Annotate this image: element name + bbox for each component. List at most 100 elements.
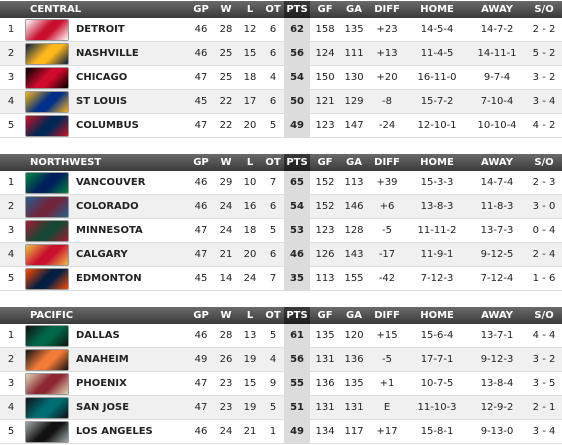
stat-cell: 3 - 5 [526, 371, 562, 396]
column-header: GP [188, 1, 215, 18]
rank: 2 [0, 41, 22, 66]
team-name: COLUMBUS [72, 113, 189, 138]
stat-cell: 47 [188, 395, 215, 420]
stat-cell: 152 [310, 194, 340, 219]
stat-cell: 14-7-2 [468, 18, 527, 42]
team-name: SAN JOSE [72, 395, 189, 420]
stat-cell: 7-10-4 [468, 89, 527, 114]
stat-cell: 13-8-4 [468, 371, 527, 396]
division-name: PACIFIC [0, 307, 189, 324]
column-header: GF [310, 307, 341, 324]
team-logo-cell [22, 242, 72, 267]
stat-cell: 20 [238, 113, 263, 138]
stat-cell: 24 [214, 194, 238, 219]
column-header: GA [340, 307, 369, 324]
team-logo [25, 396, 69, 419]
stat-cell: 15 [238, 371, 263, 396]
column-header: AWAY [468, 307, 527, 324]
rank: 1 [0, 171, 22, 195]
stat-cell: 9 [262, 371, 285, 396]
column-header: DIFF [368, 1, 407, 18]
rank: 4 [0, 89, 22, 114]
team-logo-cell [22, 194, 72, 219]
column-header: GF [310, 1, 341, 18]
stat-cell: 22 [214, 89, 239, 114]
stat-cell: 134 [310, 419, 341, 444]
column-header: AWAY [468, 154, 526, 171]
stat-cell: E [368, 395, 407, 420]
team-logo [25, 267, 69, 290]
column-header: W [214, 307, 239, 324]
stat-cell: 29 [214, 171, 238, 195]
column-header: OT [262, 307, 285, 324]
team-logo [25, 114, 69, 137]
stat-cell: +13 [368, 41, 407, 66]
team-row: 4 CALGARY 47 21 20 6 46 126 143 -17 11-9-1 9-12-5 2 … [0, 242, 562, 267]
team-name: LOS ANGELES [72, 419, 189, 444]
stat-cell: 54 [284, 65, 311, 90]
stat-cell: 65 [284, 171, 310, 195]
stat-cell: 28 [214, 18, 239, 42]
rank: 1 [0, 18, 22, 42]
stat-cell: 10-10-4 [468, 113, 527, 138]
stat-cell: 46 [188, 324, 215, 348]
column-header: HOME [406, 307, 469, 324]
stat-cell: 51 [284, 395, 311, 420]
stat-cell: 121 [310, 89, 341, 114]
rank: 4 [0, 395, 22, 420]
column-header: DIFF [368, 154, 406, 171]
stat-cell: 3 - 2 [526, 347, 562, 372]
team-name: MINNESOTA [72, 218, 188, 243]
team-name: ST LOUIS [72, 89, 189, 114]
stat-cell: 1 - 6 [526, 266, 562, 291]
stat-cell: 16 [238, 194, 262, 219]
stat-cell: -42 [368, 266, 406, 291]
team-logo-cell [22, 41, 72, 66]
column-header: S/O [526, 307, 562, 324]
stat-cell: 117 [340, 419, 369, 444]
stat-cell: 23 [214, 371, 239, 396]
team-logo [25, 90, 69, 113]
stat-cell: 50 [284, 89, 311, 114]
stat-cell: 124 [310, 41, 341, 66]
column-header: L [238, 1, 263, 18]
stat-cell: 11-9-1 [406, 242, 468, 267]
team-logo-cell [22, 371, 72, 396]
rank: 2 [0, 194, 22, 219]
team-logo [25, 171, 69, 194]
team-row: 5 COLUMBUS 47 22 20 5 49 123 147 -24 12-10-1 10-10-… [0, 113, 562, 138]
stat-cell: 123 [310, 218, 340, 243]
stat-cell: 18 [238, 218, 262, 243]
stat-cell: 4 - 2 [526, 113, 562, 138]
stat-cell: 155 [340, 266, 368, 291]
stat-cell: 46 [284, 242, 310, 267]
rank: 5 [0, 419, 22, 444]
stat-cell: 24 [214, 218, 238, 243]
team-logo [25, 348, 69, 371]
stat-cell: -5 [368, 218, 406, 243]
team-logo [25, 324, 69, 347]
team-logo-cell [22, 266, 72, 291]
stat-cell: 11-11-2 [406, 218, 468, 243]
stat-cell: 54 [284, 194, 310, 219]
stat-cell: 56 [284, 41, 311, 66]
team-name: CHICAGO [72, 65, 189, 90]
stat-cell: 131 [340, 395, 369, 420]
stat-cell: 2 - 4 [526, 242, 562, 267]
stat-cell: 46 [188, 419, 215, 444]
header-row: CENTRAL GP W L OT PTS GF GA DIFF HOME AWAY S/O [0, 1, 562, 18]
stat-cell: 16-11-0 [406, 65, 469, 90]
header-row: NORTHWEST GP W L OT PTS GF GA DIFF HOME AWAY S/O [0, 154, 562, 171]
stat-cell: 6 [262, 18, 285, 42]
stat-cell: 55 [284, 371, 311, 396]
stat-cell: 61 [284, 324, 311, 348]
stat-cell: -17 [368, 242, 406, 267]
column-header: HOME [406, 1, 469, 18]
stat-cell: 5 [262, 218, 284, 243]
team-logo-cell [22, 324, 72, 348]
stat-cell: 9-13-0 [468, 419, 527, 444]
team-name: NASHVILLE [72, 41, 189, 66]
column-header: L [238, 307, 263, 324]
stat-cell: 135 [340, 18, 369, 42]
stat-cell: 13-7-1 [468, 324, 527, 348]
